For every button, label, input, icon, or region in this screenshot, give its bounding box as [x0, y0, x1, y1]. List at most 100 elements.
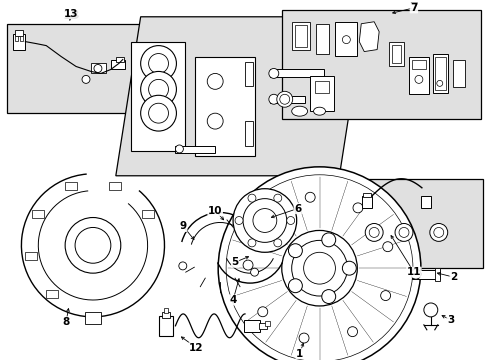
Bar: [91, 63, 106, 73]
Circle shape: [342, 261, 356, 275]
Text: 13: 13: [64, 9, 78, 19]
Ellipse shape: [313, 107, 325, 115]
Circle shape: [141, 46, 176, 81]
Circle shape: [347, 327, 357, 337]
Text: 7: 7: [409, 1, 417, 14]
Bar: [108, 182, 120, 190]
Bar: [244, 62, 252, 86]
Circle shape: [321, 289, 335, 303]
Circle shape: [235, 216, 243, 225]
Bar: [244, 320, 259, 332]
Circle shape: [75, 228, 111, 263]
Bar: [281, 10, 480, 119]
Polygon shape: [116, 17, 364, 176]
Circle shape: [261, 215, 271, 225]
Circle shape: [380, 291, 390, 301]
Polygon shape: [359, 22, 378, 51]
Text: 2: 2: [449, 272, 456, 282]
Circle shape: [273, 239, 281, 247]
Text: 12: 12: [189, 343, 203, 353]
Bar: [65, 182, 77, 190]
Circle shape: [243, 260, 252, 270]
Circle shape: [286, 216, 294, 225]
Circle shape: [365, 224, 382, 241]
Circle shape: [141, 95, 176, 131]
Circle shape: [433, 228, 443, 237]
Bar: [420, 195, 430, 208]
Circle shape: [268, 68, 278, 78]
Circle shape: [382, 242, 392, 252]
Circle shape: [207, 73, 223, 89]
Circle shape: [398, 228, 408, 237]
Circle shape: [268, 94, 278, 104]
Bar: [25, 252, 37, 260]
Text: 8: 8: [62, 317, 70, 327]
Circle shape: [65, 217, 121, 273]
Bar: [111, 59, 124, 69]
Circle shape: [410, 269, 420, 279]
Text: 13: 13: [62, 9, 80, 22]
Bar: [158, 316, 173, 336]
Text: 7: 7: [409, 3, 417, 13]
Bar: [163, 308, 168, 313]
Bar: [258, 323, 266, 329]
Circle shape: [288, 244, 302, 258]
Circle shape: [276, 91, 292, 107]
Bar: [434, 268, 439, 281]
Bar: [16, 30, 23, 36]
Circle shape: [225, 175, 412, 360]
Bar: [116, 57, 123, 62]
Circle shape: [252, 208, 276, 233]
Circle shape: [342, 36, 349, 44]
Circle shape: [82, 75, 90, 84]
Bar: [315, 24, 329, 54]
Circle shape: [368, 228, 378, 237]
Text: 9: 9: [180, 221, 186, 231]
Bar: [291, 22, 309, 50]
Bar: [161, 312, 170, 318]
Circle shape: [281, 230, 357, 306]
Circle shape: [273, 194, 281, 202]
Bar: [388, 42, 403, 67]
Circle shape: [423, 303, 437, 317]
Circle shape: [243, 199, 286, 242]
Bar: [175, 146, 215, 153]
Circle shape: [394, 224, 412, 241]
Bar: [130, 42, 185, 151]
Bar: [314, 81, 329, 93]
Text: 4: 4: [229, 295, 236, 305]
Circle shape: [233, 189, 296, 252]
Bar: [85, 312, 101, 324]
Bar: [32, 210, 44, 218]
Circle shape: [175, 145, 183, 153]
Bar: [244, 121, 252, 146]
Bar: [335, 22, 357, 55]
Circle shape: [148, 80, 168, 99]
Bar: [411, 59, 425, 69]
Circle shape: [247, 239, 255, 247]
Circle shape: [305, 192, 314, 202]
Bar: [309, 76, 334, 111]
Bar: [408, 57, 428, 94]
Text: 10: 10: [207, 206, 222, 216]
Bar: [264, 321, 269, 326]
Bar: [294, 25, 306, 46]
Text: 11: 11: [406, 267, 420, 277]
Bar: [434, 57, 445, 90]
Circle shape: [250, 268, 258, 276]
Text: 3: 3: [446, 315, 453, 325]
Circle shape: [94, 64, 102, 72]
Bar: [14, 34, 25, 50]
Circle shape: [148, 54, 168, 73]
Circle shape: [148, 103, 168, 123]
Circle shape: [218, 167, 420, 360]
Bar: [391, 45, 400, 63]
Bar: [363, 193, 370, 197]
Bar: [142, 210, 153, 218]
Circle shape: [436, 80, 442, 86]
Text: 6: 6: [293, 203, 301, 213]
Circle shape: [141, 71, 176, 107]
Text: 1: 1: [295, 348, 303, 359]
Circle shape: [291, 240, 346, 296]
Ellipse shape: [291, 106, 307, 116]
